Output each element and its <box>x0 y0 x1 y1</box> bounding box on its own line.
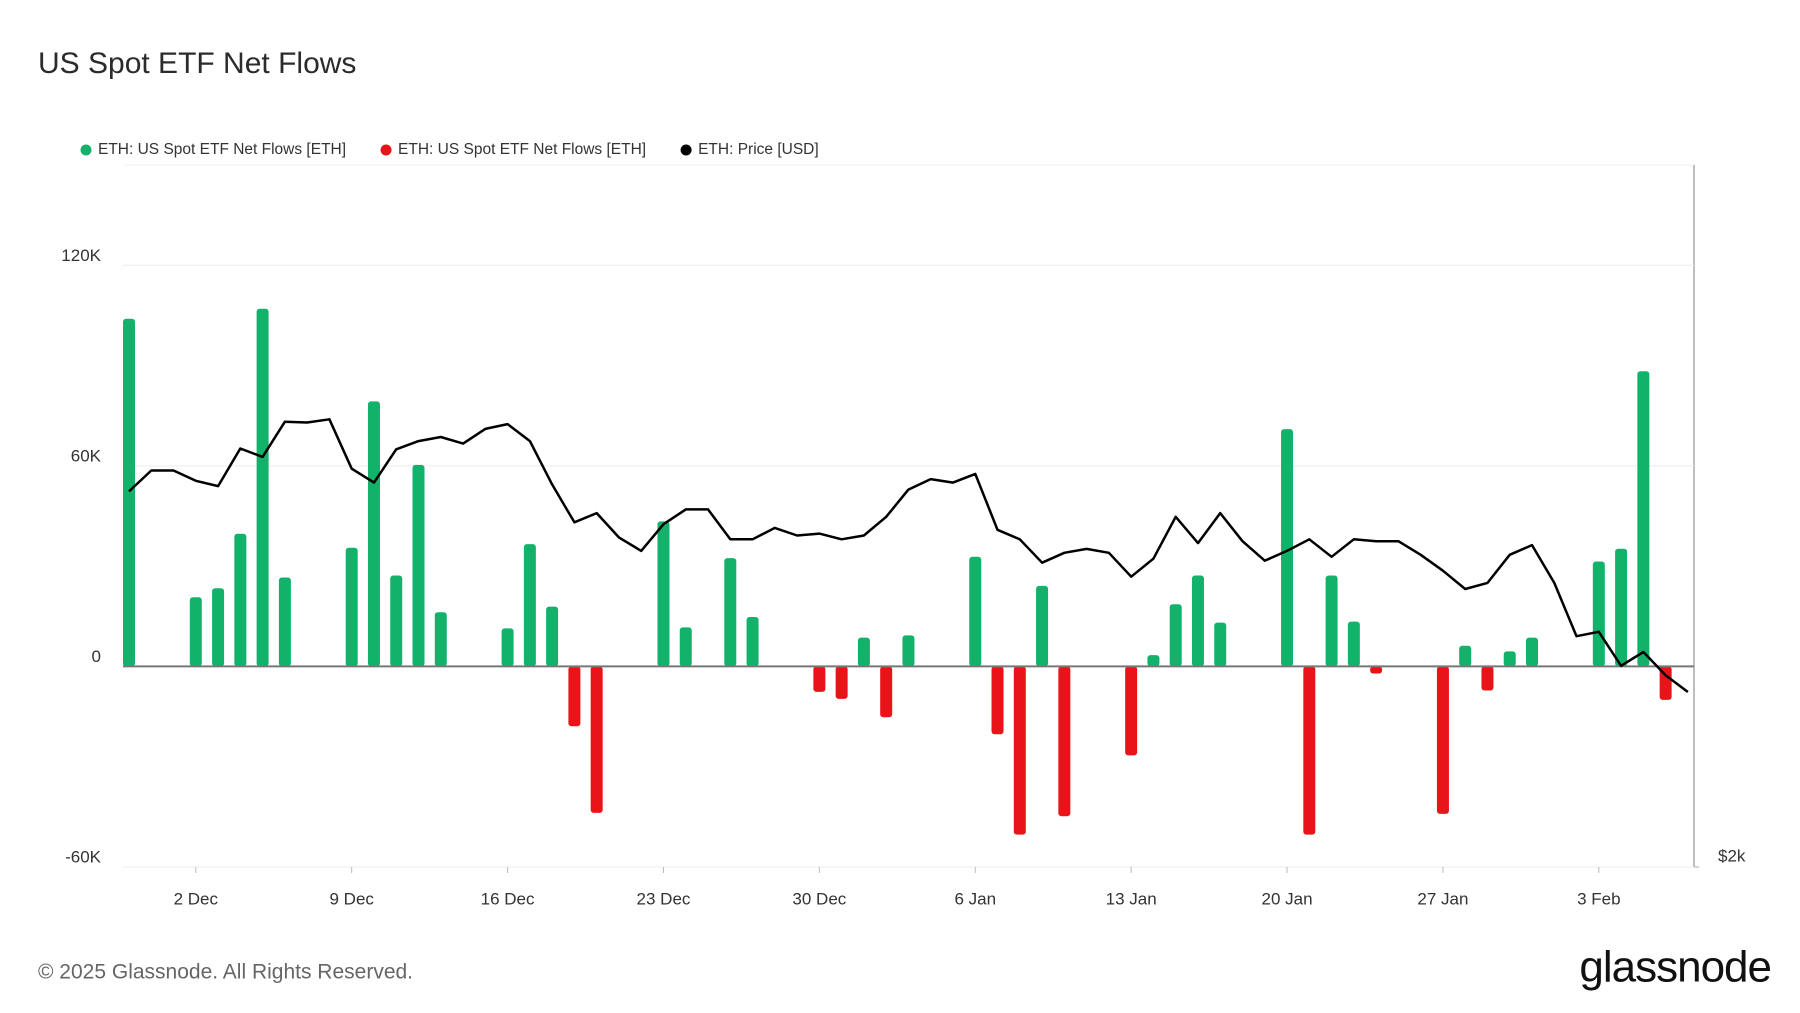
bar <box>345 547 358 667</box>
bar <box>1481 666 1494 691</box>
bar <box>1592 561 1605 667</box>
bar <box>1347 621 1360 667</box>
y2-tick-label: $2k <box>1718 846 1746 865</box>
bar <box>813 666 826 692</box>
bar <box>1459 645 1472 667</box>
bar <box>1281 429 1294 667</box>
legend-label: ETH: US Spot ETF Net Flows [ETH] <box>98 141 346 158</box>
legend-marker <box>680 144 692 156</box>
bar <box>1615 548 1628 667</box>
legend-marker <box>80 144 92 156</box>
bar <box>746 616 759 667</box>
x-tick-label: 2 Dec <box>174 889 219 908</box>
x-tick-label: 20 Jan <box>1262 889 1313 908</box>
x-tick-label: 27 Jan <box>1417 889 1468 908</box>
legend-marker <box>380 144 392 156</box>
bar <box>1214 622 1227 667</box>
bar <box>1058 666 1071 817</box>
bar <box>1013 666 1026 835</box>
x-tick-label: 16 Dec <box>481 889 535 908</box>
bar <box>1036 585 1049 667</box>
bar <box>434 612 447 667</box>
x-tick-label: 23 Dec <box>637 889 691 908</box>
bar <box>1125 666 1138 756</box>
bar <box>857 637 870 667</box>
bar <box>969 556 982 667</box>
bar <box>501 628 514 667</box>
bar <box>278 577 291 667</box>
bar <box>1637 371 1650 667</box>
legend-label: ETH: US Spot ETF Net Flows [ETH] <box>398 141 646 158</box>
y-tick-label: 0 <box>92 647 101 666</box>
bar <box>1191 575 1204 667</box>
bar <box>412 464 425 667</box>
bar <box>234 533 247 667</box>
logo: glassnode <box>1579 943 1771 992</box>
bar <box>1147 655 1160 667</box>
bar <box>835 666 848 699</box>
bar <box>123 318 135 667</box>
bar <box>724 558 737 667</box>
bar <box>568 666 581 727</box>
chart-title: US Spot ETF Net Flows <box>38 47 356 80</box>
x-tick-label: 3 Feb <box>1577 889 1620 908</box>
legend-label: ETH: Price [USD] <box>698 141 819 158</box>
bar <box>657 521 670 667</box>
x-tick-label: 9 Dec <box>329 889 374 908</box>
bar <box>880 666 893 718</box>
copyright: © 2025 Glassnode. All Rights Reserved. <box>38 961 413 984</box>
bar <box>679 627 692 667</box>
bar <box>590 666 603 813</box>
x-tick-label: 6 Jan <box>954 889 996 908</box>
bar <box>1436 666 1449 814</box>
bar <box>991 666 1004 735</box>
y-tick-label: 60K <box>71 446 102 465</box>
bar <box>256 308 269 667</box>
bar <box>1303 666 1316 835</box>
y-tick-label: 120K <box>61 246 101 265</box>
x-tick-label: 13 Jan <box>1106 889 1157 908</box>
price-line <box>128 418 1689 693</box>
bar <box>1526 637 1539 667</box>
x-tick-label: 30 Dec <box>792 889 846 908</box>
bar <box>902 635 915 667</box>
bar <box>212 588 225 667</box>
bar <box>390 575 403 667</box>
bar <box>1503 651 1516 667</box>
bar <box>1325 575 1338 667</box>
y-tick-label: -60K <box>65 847 102 866</box>
bar <box>1370 666 1383 674</box>
bar <box>523 544 536 667</box>
bar <box>367 401 380 667</box>
bar <box>546 606 559 667</box>
bar <box>1659 666 1672 700</box>
bar <box>1169 604 1182 667</box>
bar <box>189 597 202 667</box>
